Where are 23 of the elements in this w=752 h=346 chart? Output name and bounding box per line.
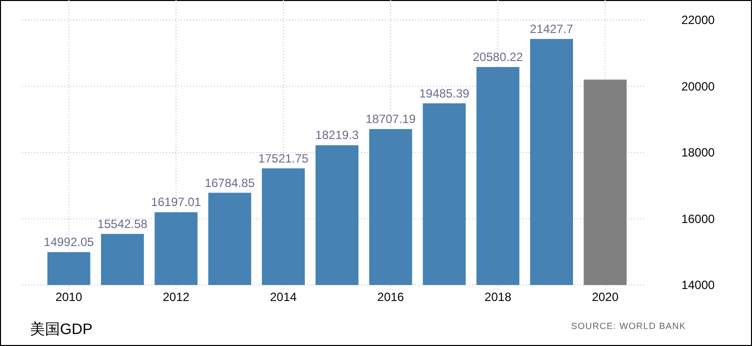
y-tick-label: 20000 bbox=[681, 79, 716, 94]
text: 美国GDP bbox=[30, 321, 93, 338]
data-label: 18219.3 bbox=[315, 128, 360, 142]
data-label: 16197.01 bbox=[151, 195, 202, 210]
x-tick-label: 2014 bbox=[270, 290, 298, 304]
x-tick-label: 2012 bbox=[162, 290, 190, 304]
x-tick-label: 2020 bbox=[592, 290, 619, 304]
data-label: 14992.05 bbox=[44, 235, 94, 250]
x-tick-label: 2016 bbox=[377, 290, 404, 304]
data-label: 15542.58 bbox=[97, 216, 148, 231]
x-tick-label: 2018 bbox=[484, 290, 512, 304]
data-label: 17521.75 bbox=[258, 151, 309, 166]
data-label: 18707.19 bbox=[366, 112, 416, 126]
data-label: 16784.85 bbox=[204, 176, 256, 190]
data-label: 19485.39 bbox=[419, 86, 470, 100]
data-label: 21427.7 bbox=[530, 22, 574, 36]
y-tick-label: 22000 bbox=[681, 13, 716, 27]
y-tick-label: 16000 bbox=[681, 212, 716, 226]
y-tick-label: 14000 bbox=[681, 278, 716, 292]
y-tick-label: 18000 bbox=[681, 146, 716, 160]
x-tick-label: 2010 bbox=[55, 290, 82, 304]
source-note: SOURCE: WORLD BANK bbox=[571, 321, 686, 331]
data-label: 20580.22 bbox=[472, 50, 524, 64]
